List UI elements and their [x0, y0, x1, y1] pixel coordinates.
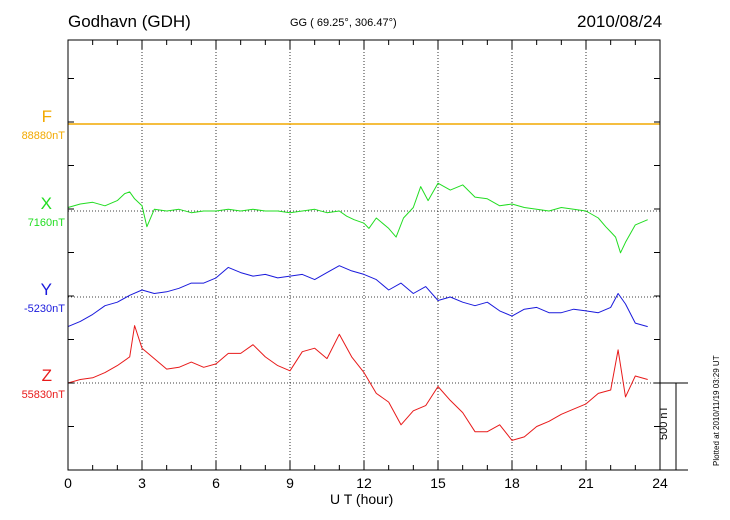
baseline-value-f: 88880nT	[21, 130, 65, 142]
trace-x	[67, 182, 648, 254]
station-title: Godhavn (GDH)	[68, 12, 191, 31]
baseline-value-y: -5230nT	[24, 303, 65, 315]
component-label-f: F	[41, 107, 52, 126]
component-label-z: Z	[41, 366, 52, 385]
trace-z	[67, 325, 648, 441]
x-tick-label: 21	[578, 475, 594, 491]
x-tick-label: 3	[138, 475, 146, 491]
scale-bar-label: 500 nT	[658, 405, 670, 440]
plotted-timestamp: Plotted at 2010/11/19 03:29 UT	[712, 355, 721, 466]
traces	[67, 123, 660, 441]
baseline-value-z: 55830nT	[21, 389, 65, 401]
x-tick-label: 12	[356, 475, 372, 491]
station-coords: GG ( 69.25°, 306.47°)	[290, 17, 397, 29]
x-tick-label: 18	[504, 475, 520, 491]
grid	[141, 40, 587, 470]
trace-y	[67, 265, 648, 328]
x-tick-label: 6	[212, 475, 220, 491]
x-tick-label: 24	[652, 475, 668, 491]
x-tick-label: 9	[286, 475, 294, 491]
x-tick-label: 15	[430, 475, 446, 491]
axes: 0 3 6 9 12 15 18 21 24	[64, 39, 688, 491]
date-title: 2010/08/24	[577, 12, 663, 31]
baseline-value-x: 7160nT	[27, 217, 65, 229]
component-label-y: Y	[40, 280, 52, 299]
x-axis-title: U T (hour)	[330, 491, 394, 507]
plot-frame	[67, 39, 661, 471]
x-tick-label: 0	[64, 475, 72, 491]
component-label-x: X	[40, 194, 52, 213]
